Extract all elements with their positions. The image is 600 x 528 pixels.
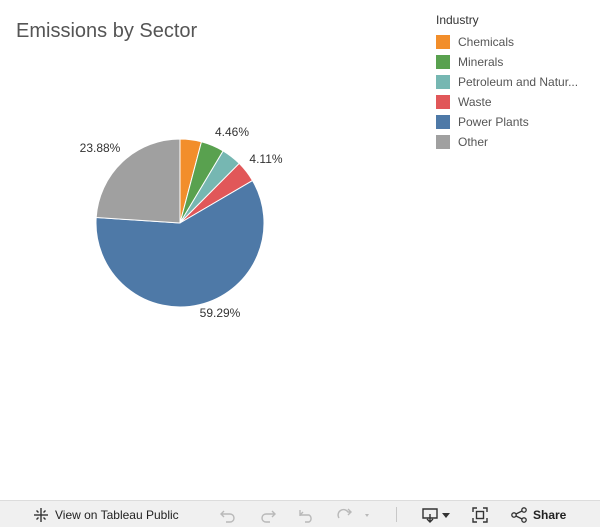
fullscreen-button[interactable] bbox=[472, 501, 488, 528]
fullscreen-icon bbox=[472, 506, 488, 523]
tableau-logo-icon bbox=[33, 507, 49, 523]
legend: Industry Chemicals Minerals Petroleum an… bbox=[436, 13, 594, 152]
legend-title: Industry bbox=[436, 13, 479, 27]
legend-swatch bbox=[436, 115, 450, 129]
pie-slices bbox=[95, 138, 265, 308]
download-button[interactable] bbox=[421, 501, 451, 528]
legend-swatch bbox=[436, 95, 450, 109]
legend-label: Other bbox=[458, 135, 489, 149]
download-icon bbox=[421, 507, 451, 523]
pie-slice-power-plants[interactable] bbox=[95, 179, 265, 308]
legend-item-other[interactable]: Other bbox=[436, 132, 594, 152]
legend-swatch bbox=[436, 75, 450, 89]
share-icon bbox=[511, 506, 527, 523]
pie-slice-other[interactable] bbox=[95, 138, 181, 224]
legend-swatch bbox=[436, 135, 450, 149]
legend-label: Petroleum and Natur... bbox=[458, 75, 579, 89]
pie-data-labels: 4.46%4.11% 59.29% 23.88% bbox=[80, 125, 283, 320]
legend-label: Minerals bbox=[458, 55, 504, 69]
legend-item-waste[interactable]: Waste bbox=[436, 92, 594, 112]
legend-label: Waste bbox=[458, 95, 492, 109]
refresh-icon bbox=[336, 507, 370, 523]
toolbar-divider bbox=[396, 507, 397, 522]
pie-data-label: 4.11% bbox=[249, 152, 282, 166]
redo-icon bbox=[259, 507, 277, 523]
pie-data-label: 59.29% bbox=[200, 306, 241, 320]
legend-item-chemicals[interactable]: Chemicals bbox=[436, 32, 594, 52]
share-button[interactable]: Share bbox=[511, 501, 566, 528]
view-on-tableau-button[interactable]: View on Tableau Public bbox=[33, 501, 179, 528]
revert-button[interactable] bbox=[298, 501, 316, 528]
tableau-toolbar: View on Tableau Public Share bbox=[0, 500, 600, 527]
refresh-button[interactable] bbox=[336, 501, 370, 528]
undo-icon bbox=[219, 507, 237, 523]
legend-label: Power Plants bbox=[458, 115, 529, 129]
legend-swatch bbox=[436, 35, 450, 49]
view-on-tableau-label: View on Tableau Public bbox=[55, 507, 179, 522]
legend-item-power-plants[interactable]: Power Plants bbox=[436, 112, 594, 132]
pie-data-label: 4.46% bbox=[215, 125, 249, 139]
chart-title: Emissions by Sector bbox=[16, 20, 198, 42]
undo-button[interactable] bbox=[219, 501, 237, 528]
share-label: Share bbox=[533, 507, 567, 522]
legend-label: Chemicals bbox=[458, 35, 515, 49]
legend-item-minerals[interactable]: Minerals bbox=[436, 52, 594, 72]
pie-chart: 4.46%4.11% 59.29% 23.88% bbox=[80, 125, 283, 320]
legend-item-petroleum[interactable]: Petroleum and Natur... bbox=[436, 72, 594, 92]
legend-swatch bbox=[436, 55, 450, 69]
pie-data-label: 23.88% bbox=[80, 141, 121, 155]
revert-icon bbox=[298, 507, 316, 523]
redo-button[interactable] bbox=[259, 501, 277, 528]
